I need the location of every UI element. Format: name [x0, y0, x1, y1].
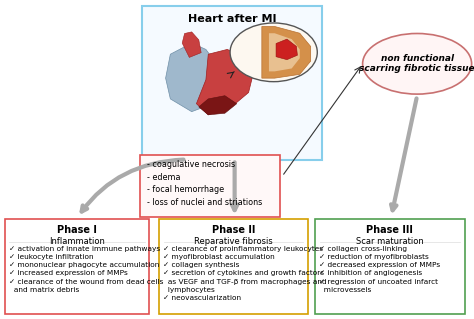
FancyBboxPatch shape [140, 155, 280, 217]
Polygon shape [269, 33, 300, 71]
FancyBboxPatch shape [315, 219, 465, 314]
Ellipse shape [363, 33, 472, 94]
Polygon shape [196, 49, 253, 115]
FancyBboxPatch shape [159, 219, 308, 314]
Polygon shape [199, 96, 237, 115]
Polygon shape [165, 43, 220, 112]
Text: Phase I: Phase I [57, 225, 97, 235]
Text: ✓ collagen cross-linking
✓ reduction of myofibroblasts
✓ decreased expression of: ✓ collagen cross-linking ✓ reduction of … [319, 246, 440, 293]
FancyBboxPatch shape [142, 6, 322, 160]
Text: Reparative fibrosis: Reparative fibrosis [194, 237, 273, 246]
Text: Scar maturation: Scar maturation [356, 237, 424, 246]
Text: - coagulative necrosis
- edema
- focal hemorrhage
- loss of nuclei and striation: - coagulative necrosis - edema - focal h… [147, 160, 262, 207]
Polygon shape [182, 32, 201, 57]
Polygon shape [262, 26, 310, 78]
Text: ✓ activation of innate immune pathways
✓ leukocyte infiltration
✓ mononuclear ph: ✓ activation of innate immune pathways ✓… [9, 246, 163, 293]
Polygon shape [276, 39, 297, 60]
Text: Phase II: Phase II [212, 225, 255, 235]
Text: non functional
scarring fibrotic tissue: non functional scarring fibrotic tissue [359, 54, 474, 73]
Text: Heart after MI: Heart after MI [188, 14, 276, 24]
Text: Phase III: Phase III [366, 225, 413, 235]
Text: Inflammation: Inflammation [49, 237, 105, 246]
Text: ✓ clearance of proinflammatory leukocytes
✓ myofibroblast accumulation
✓ collage: ✓ clearance of proinflammatory leukocyte… [163, 246, 326, 301]
FancyBboxPatch shape [5, 219, 149, 314]
Circle shape [230, 23, 317, 82]
